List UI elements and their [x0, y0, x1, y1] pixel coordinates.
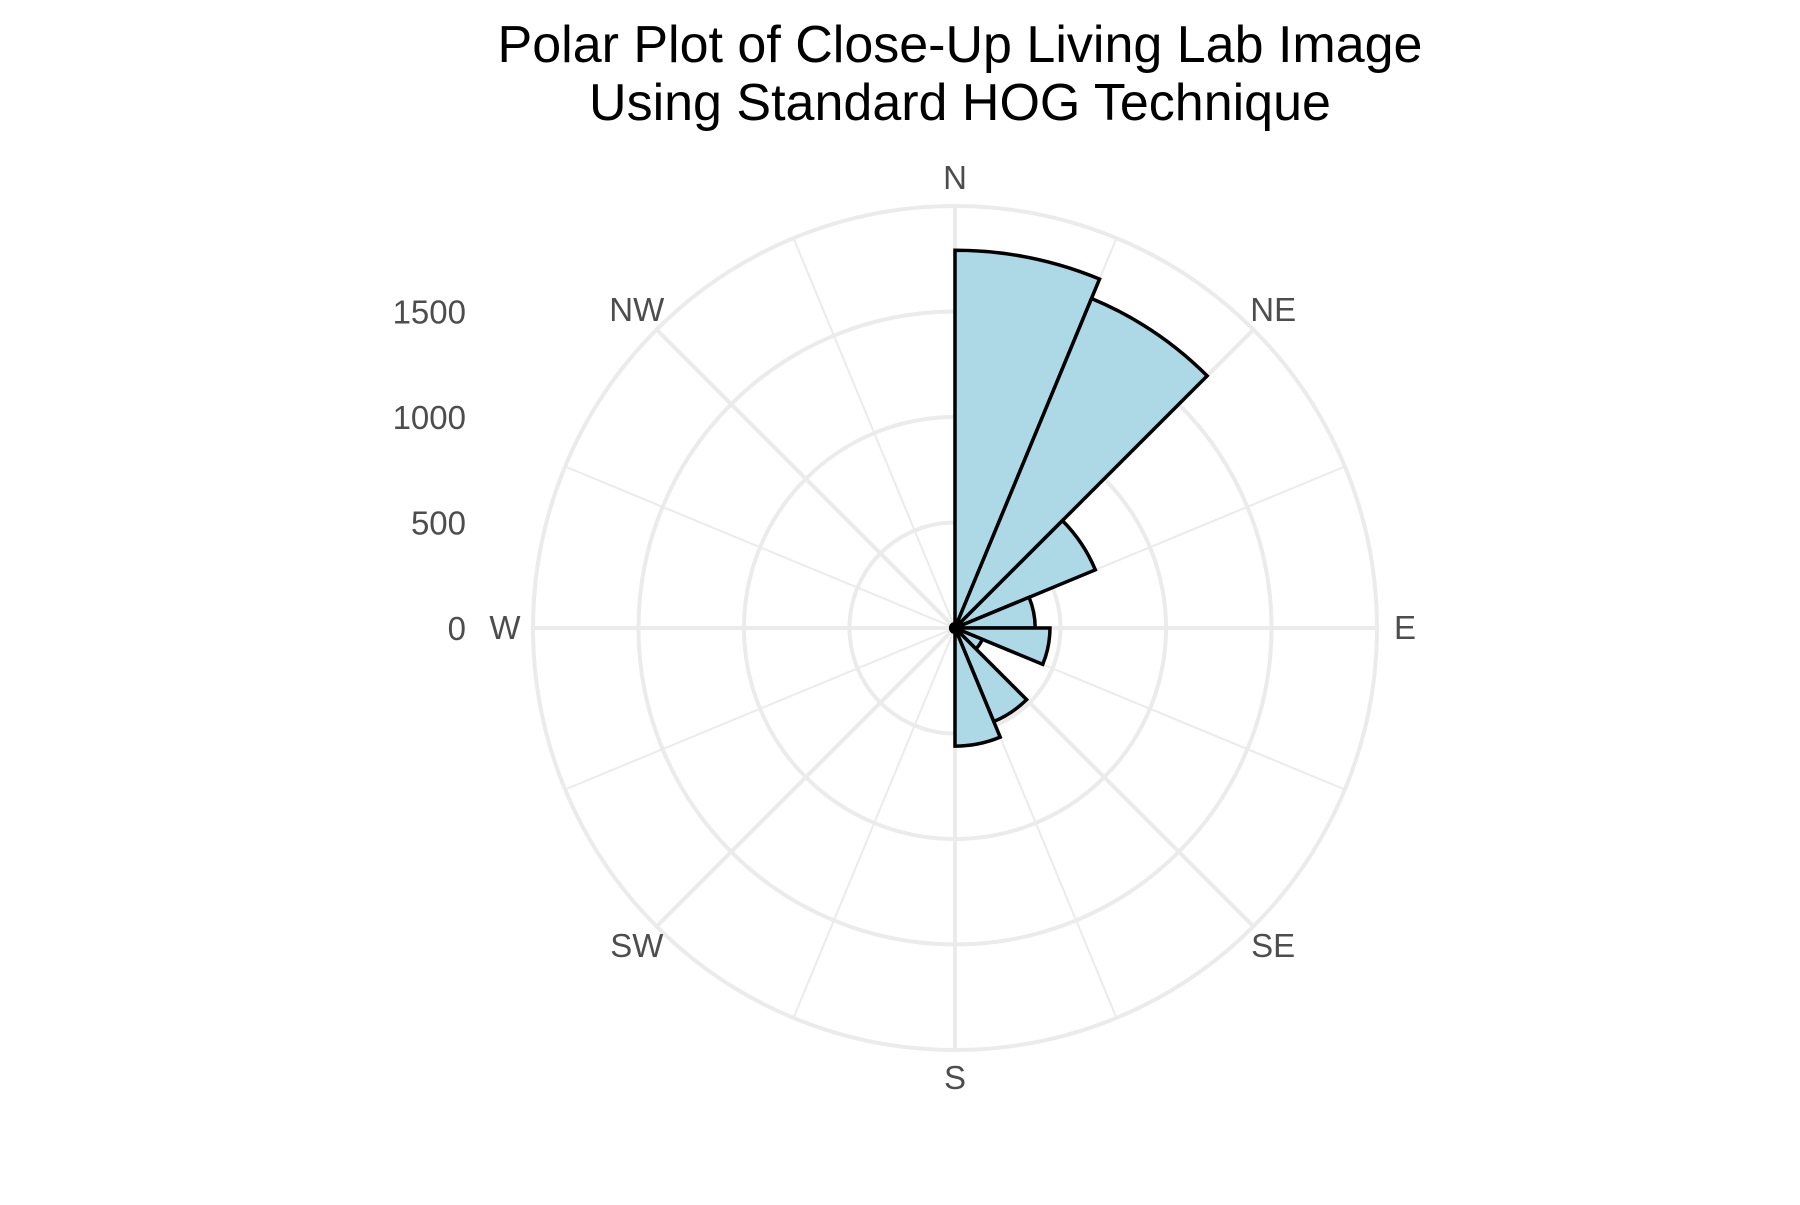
radial-tick-label-0: 0 [448, 610, 466, 647]
grid-spoke-15 [792, 237, 956, 629]
direction-label-ne: NE [1250, 291, 1296, 328]
grid-spoke-14 [655, 328, 957, 630]
polar-bar-7 [953, 627, 1003, 748]
direction-label-e: E [1394, 609, 1416, 646]
direction-labels: N NE E SE S SW W NW [489, 159, 1416, 1096]
grid-spoke-11 [564, 627, 956, 791]
radial-tick-label-1: 500 [411, 505, 466, 542]
direction-label-nw: NW [609, 291, 665, 328]
radial-tick-label-3: 1500 [393, 294, 466, 331]
polar-bar-15 [951, 622, 957, 629]
direction-label-s: S [944, 1059, 966, 1096]
polar-bar-1 [953, 296, 1210, 630]
polar-bar-2 [953, 518, 1098, 630]
direction-label-n: N [943, 159, 967, 196]
chart-title: Polar Plot of Close-Up Living Lab Image … [498, 16, 1423, 132]
grid-spoke-10 [655, 626, 957, 928]
radial-tick-labels: 0 500 1000 1500 [393, 294, 466, 648]
polar-bar-0 [953, 248, 1102, 629]
direction-label-w: W [489, 609, 521, 646]
polar-bars [948, 248, 1210, 748]
grid-spoke-13 [564, 465, 956, 629]
direction-label-se: SE [1251, 927, 1295, 964]
chart-title-line-2: Using Standard HOG Technique [589, 74, 1331, 132]
direction-label-sw: SW [610, 927, 664, 964]
radial-tick-label-2: 1000 [393, 399, 466, 436]
grid-spoke-9 [792, 627, 956, 1019]
chart-title-line-1: Polar Plot of Close-Up Living Lab Image [498, 16, 1423, 74]
